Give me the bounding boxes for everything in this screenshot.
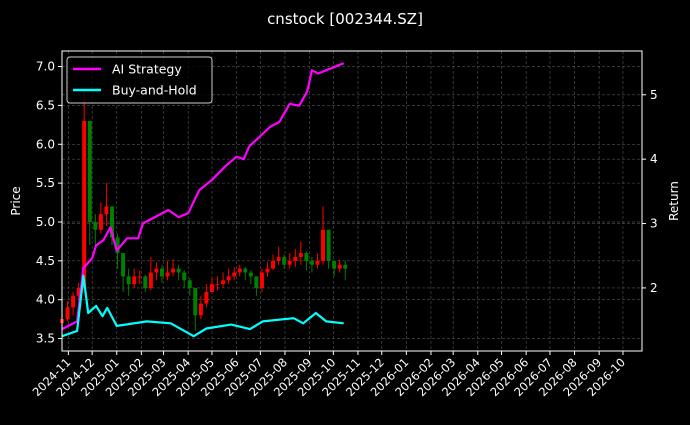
y-axis-left: 3.5 4.0 4.5 5.0 5.5 6.0 6.5 7.0 (36, 60, 62, 346)
candle-body (287, 260, 292, 265)
candle-body (115, 237, 120, 254)
candle-body (298, 253, 303, 257)
candle-body (309, 260, 314, 265)
candle-body (337, 264, 342, 269)
candle-body (343, 264, 348, 269)
candle-body (282, 256, 287, 265)
candle-body (209, 284, 214, 292)
candle-body (176, 268, 181, 273)
candle-body (321, 229, 326, 261)
candle-body (221, 280, 226, 285)
candle-body (204, 291, 209, 304)
candle-body (137, 276, 142, 278)
candle-body (326, 229, 331, 261)
candlesticks (60, 89, 348, 331)
chart-title: cnstock [002344.SZ] (267, 10, 423, 28)
y-right-tick-label: 3 (650, 217, 658, 231)
candle-body (93, 221, 98, 230)
candle-body (126, 276, 131, 285)
legend-label-buy-and-hold: Buy-and-Hold (112, 83, 197, 98)
candle-body (159, 268, 164, 277)
candle-body (198, 303, 203, 316)
y-axis-right-label: Return (667, 181, 681, 221)
candle-body (109, 206, 114, 238)
y-tick-label: 6.5 (36, 98, 55, 112)
y-right-tick-label: 5 (650, 88, 658, 102)
candle-body (104, 206, 109, 215)
y-right-tick-label: 2 (650, 281, 658, 295)
candle-body (154, 268, 159, 273)
candle-body (226, 276, 231, 281)
candle-body (171, 268, 176, 273)
plot-frame (61, 50, 643, 352)
candle-body (193, 288, 198, 316)
candle-body (265, 268, 270, 273)
legend: AI Strategy Buy-and-Hold (66, 56, 213, 104)
candle-body (237, 268, 242, 273)
candle-body (65, 307, 70, 320)
candle-body (87, 120, 92, 222)
x-axis: 2024-112024-122025-012025-022025-032025-… (30, 351, 628, 399)
candle-body (276, 256, 281, 261)
y-axis-label: Price (9, 186, 23, 215)
candle-body (248, 272, 253, 277)
y-axis-right: 2 3 4 5 (642, 88, 658, 295)
candle-body (182, 272, 187, 281)
series-line-buy-and-hold (61, 274, 344, 338)
candle-body (148, 272, 153, 289)
series-line-ai-strategy (61, 62, 345, 331)
candle-body (271, 260, 276, 269)
candle-body (187, 280, 192, 289)
candle-body (165, 272, 170, 277)
candle-body (315, 260, 320, 265)
y-right-tick-label: 4 (650, 152, 658, 166)
candle-body (82, 120, 87, 289)
candle-body (143, 276, 148, 289)
candle-body (71, 295, 76, 308)
candle-body (215, 284, 220, 286)
y-tick-label: 7.0 (36, 60, 55, 74)
y-tick-label: 6.0 (36, 137, 55, 151)
candle-body (254, 276, 259, 289)
candle-body (304, 253, 309, 261)
candle-body (259, 272, 264, 289)
candle-body (293, 256, 298, 261)
candle-body (243, 268, 248, 273)
candle-body (121, 253, 126, 277)
y-tick-label: 5.0 (36, 215, 55, 229)
y-tick-label: 4.0 (36, 293, 55, 307)
y-tick-label: 4.5 (36, 254, 55, 268)
y-tick-label: 5.5 (36, 176, 55, 190)
legend-box (66, 56, 213, 104)
candle-body (76, 288, 81, 296)
return-lines (61, 62, 345, 338)
candle-body (98, 214, 103, 230)
y-tick-label: 3.5 (36, 332, 55, 346)
legend-label-ai-strategy: AI Strategy (112, 62, 182, 77)
candle-body (132, 276, 137, 285)
candle-body (232, 272, 237, 277)
candle-body (332, 260, 337, 269)
